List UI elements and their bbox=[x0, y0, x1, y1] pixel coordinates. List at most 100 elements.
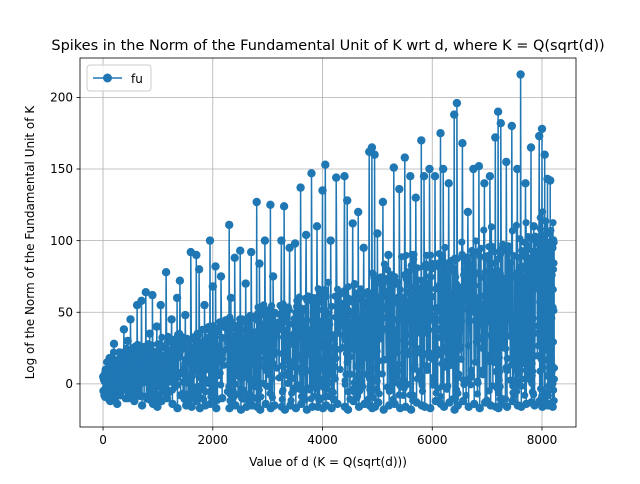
data-point-filler bbox=[216, 369, 224, 377]
data-point-filler bbox=[500, 320, 509, 328]
data-point-filler bbox=[330, 344, 338, 352]
data-point-filler bbox=[537, 292, 545, 300]
data-point bbox=[270, 401, 279, 410]
data-point bbox=[378, 197, 388, 207]
data-point bbox=[450, 110, 459, 119]
data-point-filler bbox=[415, 300, 423, 308]
data-point-filler bbox=[379, 314, 388, 322]
data-point bbox=[321, 160, 330, 169]
data-point-filler bbox=[527, 302, 535, 310]
data-point-filler bbox=[324, 278, 332, 286]
data-point bbox=[225, 220, 234, 230]
data-point-filler bbox=[456, 342, 464, 350]
data-point-filler bbox=[430, 357, 438, 365]
data-point-filler bbox=[450, 319, 459, 327]
data-layer bbox=[99, 70, 559, 414]
data-point-filler bbox=[533, 253, 541, 261]
data-point bbox=[406, 405, 416, 414]
data-point-filler bbox=[500, 275, 508, 283]
data-point-filler bbox=[407, 339, 416, 347]
data-point-filler bbox=[258, 339, 266, 347]
data-point-filler bbox=[370, 274, 378, 282]
data-point bbox=[277, 236, 286, 245]
data-point-filler bbox=[471, 358, 480, 366]
data-point-filler bbox=[406, 350, 414, 358]
data-point-filler bbox=[245, 323, 253, 331]
data-point bbox=[370, 150, 379, 159]
data-point-filler bbox=[268, 302, 276, 310]
data-point bbox=[359, 243, 368, 252]
data-point-filler bbox=[361, 313, 369, 321]
plot-frame bbox=[79, 57, 577, 428]
data-point-filler bbox=[278, 395, 286, 403]
data-point-filler bbox=[540, 280, 549, 288]
data-point-filler bbox=[241, 337, 249, 345]
data-point-filler bbox=[529, 314, 537, 322]
data-point-filler bbox=[437, 264, 445, 272]
data-point-filler bbox=[258, 347, 267, 355]
data-point-filler bbox=[484, 252, 492, 260]
data-point-filler bbox=[547, 349, 555, 357]
data-point-filler bbox=[542, 217, 550, 225]
data-point-filler bbox=[414, 276, 422, 284]
data-point-filler bbox=[244, 350, 252, 358]
data-point-filler bbox=[421, 315, 429, 323]
data-point bbox=[430, 172, 440, 181]
data-point-filler bbox=[524, 334, 532, 342]
data-point-filler bbox=[502, 345, 510, 353]
data-point bbox=[268, 272, 278, 281]
data-point bbox=[156, 300, 165, 310]
data-point-filler bbox=[473, 390, 481, 398]
data-point-filler bbox=[375, 390, 383, 398]
x-tick-label: 4000 bbox=[307, 433, 338, 447]
data-point-filler bbox=[549, 338, 558, 346]
data-point bbox=[474, 162, 484, 171]
data-point bbox=[343, 196, 352, 205]
data-point-filler bbox=[546, 296, 554, 304]
data-point-filler bbox=[240, 386, 248, 394]
data-point-filler bbox=[460, 271, 468, 279]
data-point-filler bbox=[518, 375, 526, 383]
data-point-filler bbox=[353, 329, 361, 337]
data-point-filler bbox=[269, 342, 277, 350]
data-point-filler bbox=[496, 383, 504, 391]
data-point-filler bbox=[319, 355, 327, 363]
data-point-filler bbox=[386, 333, 394, 341]
data-point bbox=[458, 139, 467, 148]
data-point-filler bbox=[437, 393, 445, 401]
data-point-filler bbox=[414, 264, 422, 272]
data-point bbox=[255, 259, 264, 268]
data-point-filler bbox=[202, 388, 210, 396]
data-point bbox=[452, 98, 462, 108]
data-point-filler bbox=[455, 370, 463, 378]
data-point-filler bbox=[289, 320, 297, 328]
data-point-filler bbox=[329, 388, 337, 397]
data-point bbox=[496, 119, 505, 128]
data-point-filler bbox=[520, 277, 528, 285]
data-point bbox=[161, 268, 171, 277]
data-point-filler bbox=[386, 358, 395, 366]
data-point-filler bbox=[369, 394, 377, 402]
data-point bbox=[123, 336, 132, 346]
data-point-filler bbox=[427, 251, 435, 259]
data-point-filler bbox=[529, 367, 537, 375]
data-point-filler bbox=[295, 293, 303, 301]
data-point-filler bbox=[472, 237, 480, 245]
data-point bbox=[540, 150, 549, 159]
data-point-filler bbox=[438, 348, 446, 356]
data-point-filler bbox=[373, 377, 381, 385]
data-point-filler bbox=[429, 293, 437, 301]
data-point-filler bbox=[325, 379, 334, 387]
data-point bbox=[374, 398, 383, 407]
data-point-filler bbox=[326, 320, 334, 329]
data-point-filler bbox=[351, 281, 359, 289]
data-point-filler bbox=[272, 348, 280, 357]
data-point-filler bbox=[505, 332, 513, 340]
data-point-filler bbox=[363, 330, 371, 338]
data-point bbox=[480, 179, 489, 188]
data-point bbox=[296, 183, 305, 192]
data-point-filler bbox=[305, 326, 313, 334]
data-point-filler bbox=[272, 332, 280, 340]
data-point bbox=[145, 329, 154, 338]
data-point-filler bbox=[373, 347, 381, 355]
